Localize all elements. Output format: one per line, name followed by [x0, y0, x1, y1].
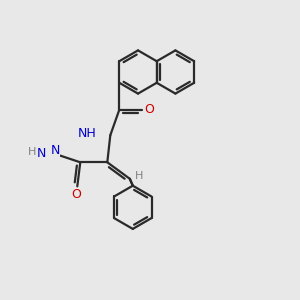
- Text: O: O: [71, 188, 81, 201]
- Text: N: N: [50, 144, 60, 157]
- Text: N: N: [37, 147, 46, 160]
- Text: NH: NH: [78, 127, 97, 140]
- Text: H: H: [36, 147, 44, 157]
- Text: H: H: [135, 171, 144, 181]
- Text: O: O: [144, 103, 154, 116]
- Text: H: H: [28, 147, 37, 157]
